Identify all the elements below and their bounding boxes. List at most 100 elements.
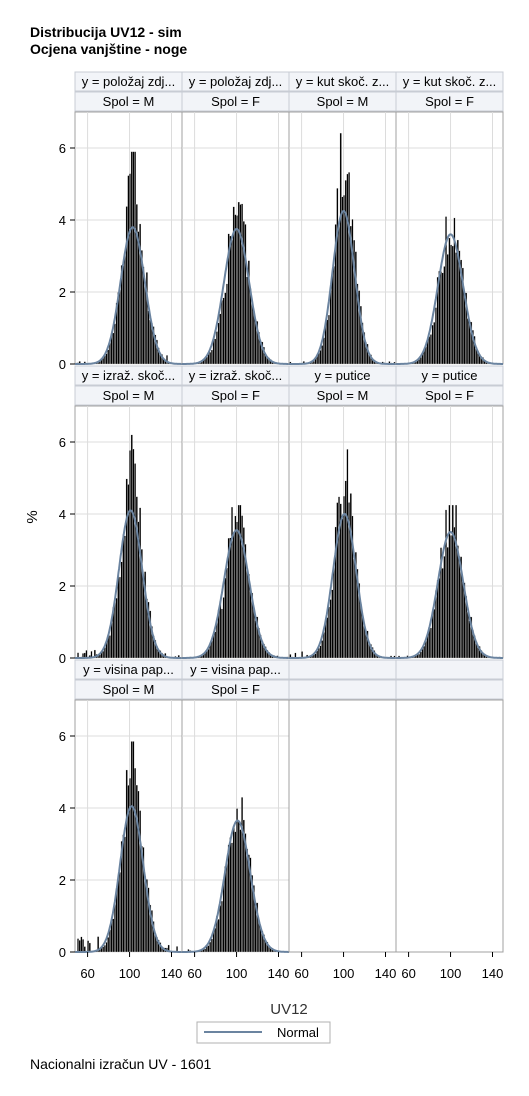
- histogram-bar: [353, 558, 356, 659]
- histogram-bar: [226, 567, 228, 659]
- histogram-bar: [224, 577, 227, 659]
- x-tick-label: 60: [294, 966, 308, 981]
- histogram-bar: [319, 350, 322, 365]
- histogram-bar: [130, 151, 133, 365]
- x-tick-label: 140: [268, 966, 290, 981]
- panel-header-variable: y = izraž. skoč...: [82, 368, 176, 383]
- histogram-bar: [132, 448, 135, 659]
- histogram-bar: [319, 645, 322, 659]
- histogram-bar: [139, 507, 142, 659]
- panel-3: y = kut skoč. z... Spol = M: [288, 71, 397, 365]
- panel-header-sex: Spol = F: [425, 388, 474, 403]
- histogram-bar: [433, 322, 436, 365]
- histogram-bar: [431, 324, 434, 365]
- histogram-bar: [119, 872, 121, 953]
- histogram-bar: [458, 556, 461, 659]
- panel-header-variable: y = visina pap...: [83, 662, 174, 677]
- histogram-bar: [317, 647, 320, 659]
- histogram-bar: [119, 289, 121, 365]
- histogram-bar: [241, 203, 244, 365]
- histogram-bar: [210, 938, 213, 953]
- histogram-bar: [102, 650, 105, 659]
- histogram-bar: [214, 631, 217, 659]
- histogram-bar: [107, 937, 110, 953]
- histogram-bar: [204, 948, 207, 953]
- panel-12: [395, 659, 504, 953]
- histogram-bar: [134, 151, 137, 365]
- histogram-bar: [236, 215, 239, 365]
- histogram-bar: [329, 599, 332, 659]
- histogram-bar: [448, 237, 451, 365]
- histogram-bar: [440, 271, 442, 365]
- histogram-bar: [244, 224, 247, 365]
- panel-header-bg: [395, 679, 504, 700]
- panel-header-variable: y = putice: [314, 368, 370, 383]
- histogram-bar: [343, 194, 346, 365]
- histogram-bar: [231, 506, 234, 659]
- x-tick-label: 100: [440, 966, 462, 981]
- x-tick-label: 100: [226, 966, 248, 981]
- histogram-bar: [119, 576, 121, 659]
- panel-header-sex: Spol = M: [317, 388, 369, 403]
- y-tick-label: 6: [59, 141, 66, 156]
- histogram-bar: [88, 942, 91, 953]
- normal-curve: [75, 226, 182, 365]
- histogram-bar: [421, 648, 424, 659]
- histogram-bar: [249, 591, 252, 659]
- histogram-bar: [226, 283, 228, 365]
- histogram-bar: [423, 645, 426, 659]
- histogram-bar: [209, 352, 212, 365]
- histogram-bar: [107, 349, 110, 365]
- histogram-bar: [322, 632, 325, 659]
- histogram-bar: [113, 602, 116, 659]
- normal-curve: [182, 819, 289, 953]
- panel-header-sex: Spol = F: [211, 94, 260, 109]
- footnote: Nacionalni izračun UV - 1601: [30, 1056, 212, 1072]
- histogram-bar: [105, 942, 108, 953]
- histogram-bar: [451, 245, 454, 365]
- y-tick-label: 6: [59, 729, 66, 744]
- histogram-bar: [222, 297, 225, 365]
- panel-header-bg: [395, 71, 504, 92]
- panel-plot-area: [288, 699, 397, 953]
- histogram-bar: [450, 244, 453, 365]
- y-tick-label: 4: [59, 801, 66, 816]
- panel-header-sex: Spol = F: [211, 682, 260, 697]
- histogram-bar: [217, 322, 220, 365]
- normal-curve: [289, 209, 396, 365]
- histogram-bar: [149, 319, 152, 365]
- histogram-bar: [115, 597, 118, 659]
- panel-2: y = položaj zdj... Spol = F: [181, 71, 290, 365]
- x-tick-label: 100: [333, 966, 355, 981]
- histogram-bar: [231, 842, 234, 953]
- panel-header-bg: [395, 365, 504, 386]
- normal-curve: [182, 529, 289, 659]
- histogram-bar: [234, 515, 237, 659]
- histogram-bar: [236, 521, 239, 659]
- histogram-bar: [113, 904, 116, 953]
- x-tick-label: 140: [161, 966, 183, 981]
- histogram-bar: [229, 235, 232, 365]
- panel-header-sex: Spol = M: [103, 94, 155, 109]
- normal-curve: [396, 233, 503, 365]
- histogram-bar: [124, 252, 127, 365]
- histogram-bar: [443, 556, 446, 659]
- panel-7: y = putice Spol = M: [288, 365, 397, 659]
- histogram-bar: [85, 650, 88, 659]
- histogram-bar: [338, 220, 341, 365]
- normal-curve: [396, 530, 503, 659]
- histogram-bar: [443, 266, 446, 365]
- histogram-bar: [344, 480, 347, 659]
- histogram-bar: [130, 741, 133, 953]
- histogram-bar: [446, 547, 449, 659]
- histogram-bar: [129, 450, 132, 659]
- y-axis-label: %: [24, 510, 41, 523]
- x-tick-label: 140: [375, 966, 397, 981]
- histogram-bar: [134, 463, 137, 659]
- x-tick-label: 140: [482, 966, 504, 981]
- histogram-bar: [125, 478, 128, 659]
- histogram-bar: [122, 265, 125, 365]
- histogram-bar: [456, 545, 459, 659]
- histogram-bar: [210, 349, 213, 365]
- histogram-bar: [122, 834, 125, 953]
